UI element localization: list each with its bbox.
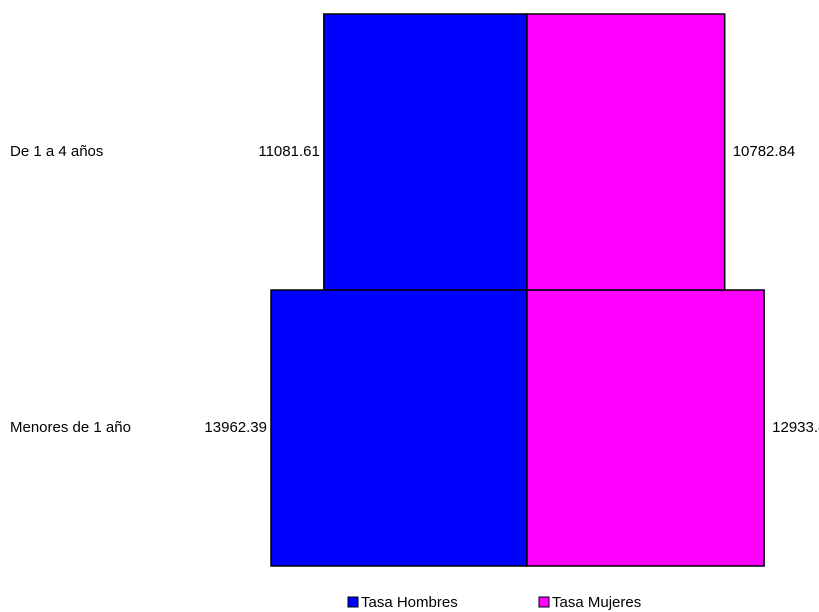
legend-item-mujeres-label: Tasa Mujeres	[552, 594, 641, 611]
labels-layer: Menores de 1 año 13962.39 12933.80 De 1 a 4…	[10, 143, 819, 436]
bar-mujeres-de-1-a-4-anos	[526, 13, 726, 291]
legend-item-mujeres-swatch	[538, 596, 550, 608]
bars-layer	[270, 13, 765, 567]
bar-mujeres-menores-de-1-ano	[526, 289, 765, 567]
value-label-hombres-de-1-a-4-anos: 11081.61	[258, 143, 319, 160]
bar-hombres-de-1-a-4-anos	[323, 13, 528, 291]
legend-item-hombres-swatch	[347, 596, 359, 608]
bar-hombres-menores-de-1-ano	[270, 289, 528, 567]
legend: Tasa Hombres Tasa Mujeres	[347, 594, 641, 611]
value-label-mujeres-de-1-a-4-anos: 10782.84	[733, 143, 796, 160]
value-label-hombres-menores-de-1-ano: 13962.39	[204, 419, 267, 436]
category-label-menores-de-1-ano: Menores de 1 año	[10, 419, 131, 436]
category-label-de-1-a-4-anos: De 1 a 4 años	[10, 143, 103, 160]
legend-item-hombres-label: Tasa Hombres	[361, 594, 458, 611]
value-label-mujeres-menores-de-1-ano: 12933.80	[772, 419, 819, 436]
